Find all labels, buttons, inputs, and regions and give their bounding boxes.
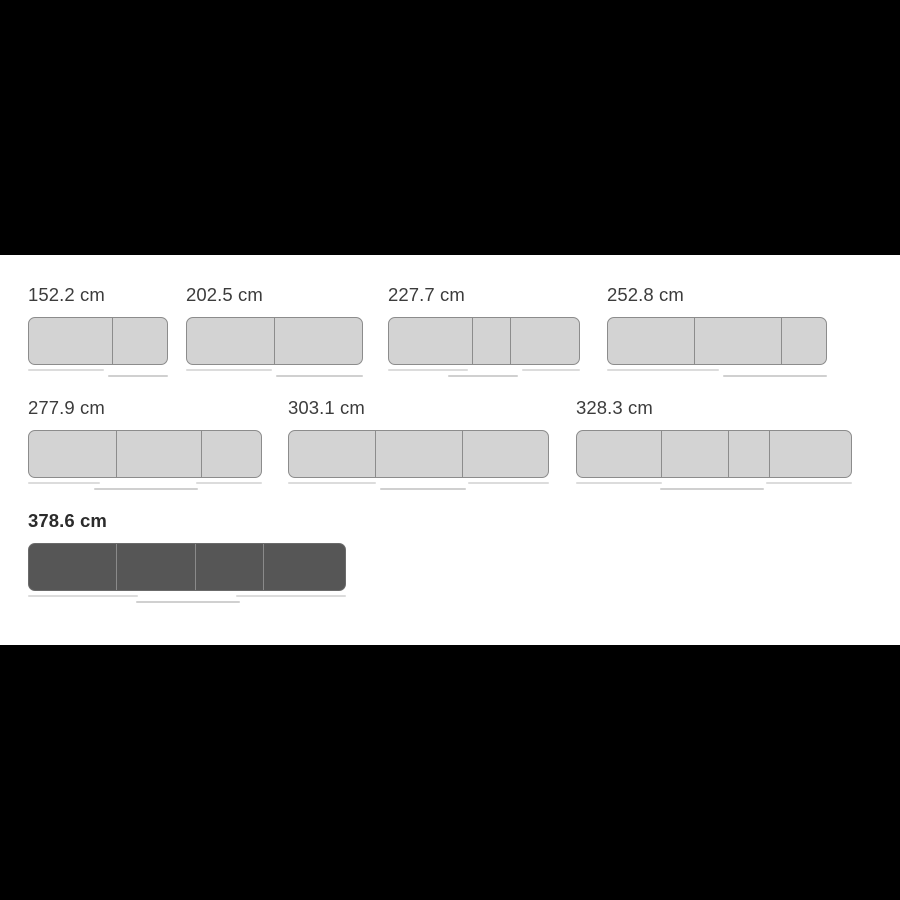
dimension-tick-line [288,482,376,484]
size-option-label: 378.6 cm [28,510,107,531]
size-option[interactable]: 277.9 cm [28,398,262,494]
dimension-ticks [388,367,580,381]
swatch-segment [608,318,696,364]
size-option[interactable]: 328.3 cm [576,398,852,494]
dimension-tick-line [236,595,346,597]
dimension-ticks [288,480,549,494]
swatch-segment [695,318,783,364]
dimension-tick-line [196,482,262,484]
swatch-segment [782,318,826,364]
dimension-tick-line [607,369,719,371]
size-options-grid: 152.2 cm 202.5 cm 227.7 cm 252.8 cm 277.9 cm… [0,255,900,645]
dimension-ticks [28,480,262,494]
swatch-segment [117,431,202,477]
swatch-segment [113,318,167,364]
swatch-segment [29,318,114,364]
size-option-label: 152.2 cm [28,284,105,305]
size-option-swatch[interactable] [607,317,827,365]
dimension-tick-line [108,375,168,377]
swatch-segment [289,431,376,477]
size-option[interactable]: 202.5 cm [186,285,363,381]
size-option-swatch[interactable] [186,317,363,365]
size-option-label: 328.3 cm [576,397,653,418]
size-option-swatch[interactable] [388,317,580,365]
size-option[interactable]: 152.2 cm [28,285,168,381]
size-option[interactable]: 252.8 cm [607,285,827,381]
swatch-segment [187,318,275,364]
size-option-swatch[interactable] [576,430,852,478]
dimension-ticks [28,367,168,381]
size-option-swatch[interactable] [28,543,346,591]
swatch-segment [196,544,264,590]
dimension-tick-line [723,375,827,377]
size-option-label: 303.1 cm [288,397,365,418]
swatch-segment [511,318,579,364]
swatch-segment [770,431,851,477]
dimension-tick-line [660,488,764,490]
swatch-segment [729,431,771,477]
dimension-ticks [607,367,827,381]
size-option-label: 252.8 cm [607,284,684,305]
dimension-tick-line [136,601,240,603]
dimension-tick-line [468,482,549,484]
dimension-ticks [576,480,852,494]
swatch-segment [29,544,117,590]
dimension-tick-line [522,369,580,371]
swatch-segment [662,431,730,477]
dimension-tick-line [448,375,518,377]
dimension-tick-line [28,595,138,597]
size-options-panel: 152.2 cm 202.5 cm 227.7 cm 252.8 cm 277.9 cm… [0,255,900,645]
swatch-segment [275,318,363,364]
swatch-segment [376,431,463,477]
dimension-tick-line [380,488,466,490]
size-option-swatch[interactable] [288,430,549,478]
size-option[interactable]: 378.6 cm [28,511,346,607]
dimension-tick-line [576,482,662,484]
dimension-tick-line [186,369,272,371]
swatch-segment [463,431,548,477]
swatch-segment [202,431,261,477]
size-option-swatch[interactable] [28,317,168,365]
swatch-segment [389,318,473,364]
swatch-segment [264,544,345,590]
size-option[interactable]: 227.7 cm [388,285,580,381]
swatch-segment [577,431,662,477]
size-option-label: 277.9 cm [28,397,105,418]
dimension-tick-line [276,375,363,377]
dimension-ticks [186,367,363,381]
dimension-tick-line [28,369,104,371]
size-option-label: 202.5 cm [186,284,263,305]
dimension-tick-line [28,482,100,484]
size-option-swatch[interactable] [28,430,262,478]
size-option[interactable]: 303.1 cm [288,398,549,494]
dimension-tick-line [94,488,198,490]
swatch-segment [117,544,197,590]
swatch-segment [473,318,511,364]
size-option-label: 227.7 cm [388,284,465,305]
dimension-tick-line [388,369,468,371]
dimension-tick-line [766,482,852,484]
swatch-segment [29,431,118,477]
dimension-ticks [28,593,346,607]
